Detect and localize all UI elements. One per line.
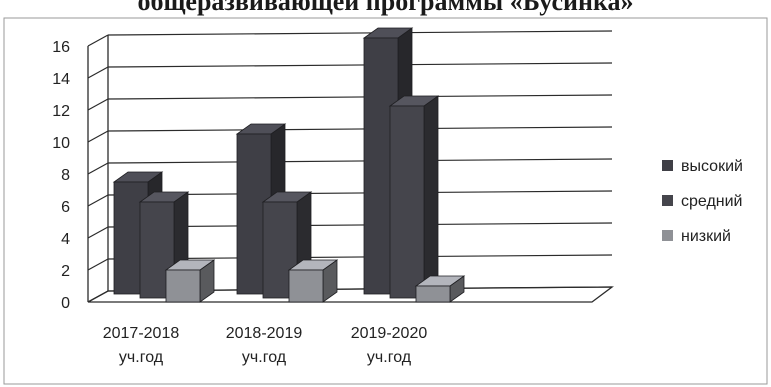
y-tick-label: 12: [52, 103, 70, 120]
gridline: [107, 94, 613, 100]
gridline: [107, 126, 613, 132]
legend-swatch: [662, 230, 673, 241]
legend-item: высокий: [662, 158, 743, 175]
bar-front-face: [165, 269, 201, 303]
bar-front-face: [288, 269, 324, 303]
legend-swatch: [662, 160, 673, 171]
gridline: [107, 158, 613, 164]
y-tick-label: 14: [52, 71, 70, 88]
y-tick-label: 6: [61, 199, 70, 216]
bar-side-face: [423, 95, 439, 299]
gridline: [107, 190, 613, 196]
bar: [414, 275, 466, 303]
bar-front-face: [415, 285, 451, 303]
gridline: [107, 30, 613, 36]
bar-front-face: [389, 105, 425, 299]
grid-lines: [87, 30, 613, 303]
gridline: [107, 222, 613, 228]
legend-label: низкий: [681, 228, 731, 245]
gridline-side: [87, 258, 109, 271]
legend-item: низкий: [662, 228, 731, 245]
y-tick-label: 4: [61, 231, 70, 248]
bar: [164, 259, 216, 303]
gridline-side: [87, 226, 109, 239]
y-tick-label: 0: [61, 295, 70, 312]
bars: [112, 27, 466, 303]
chart-title: общеразвивающей программы «Бусинка»: [137, 0, 634, 16]
chart-border: [3, 17, 768, 385]
legend: высокий средний низкий: [662, 158, 743, 245]
gridline-side: [87, 98, 109, 111]
y-axis-ticks: 0 2 4 6 8 10 12 14 16: [52, 39, 70, 312]
gridline-side: [87, 194, 109, 207]
y-tick-label: 2: [61, 263, 70, 280]
gridline-side: [87, 130, 109, 143]
x-tick-label: 2018-2019 уч.год: [226, 325, 303, 366]
bar: [287, 259, 339, 303]
x-axis-labels: 2017-2018 уч.год 2018-2019 уч.год 2019-2020 у…: [103, 325, 428, 366]
gridline-side: [87, 66, 109, 79]
y-tick-label: 8: [61, 167, 70, 184]
legend-swatch: [662, 195, 673, 206]
legend-item: средний: [662, 193, 743, 210]
x-tick-label: 2017-2018 уч.год: [103, 325, 180, 366]
legend-label: средний: [681, 193, 743, 210]
y-tick-label: 16: [52, 39, 70, 56]
gridline: [107, 254, 613, 260]
gridline: [107, 62, 613, 68]
gridline-side: [87, 34, 109, 47]
y-tick-label: 10: [52, 135, 70, 152]
x-tick-label: 2019-2020 уч.год: [351, 325, 428, 366]
legend-label: высокий: [681, 158, 743, 175]
gridline-side: [87, 162, 109, 175]
bar: [388, 95, 440, 299]
